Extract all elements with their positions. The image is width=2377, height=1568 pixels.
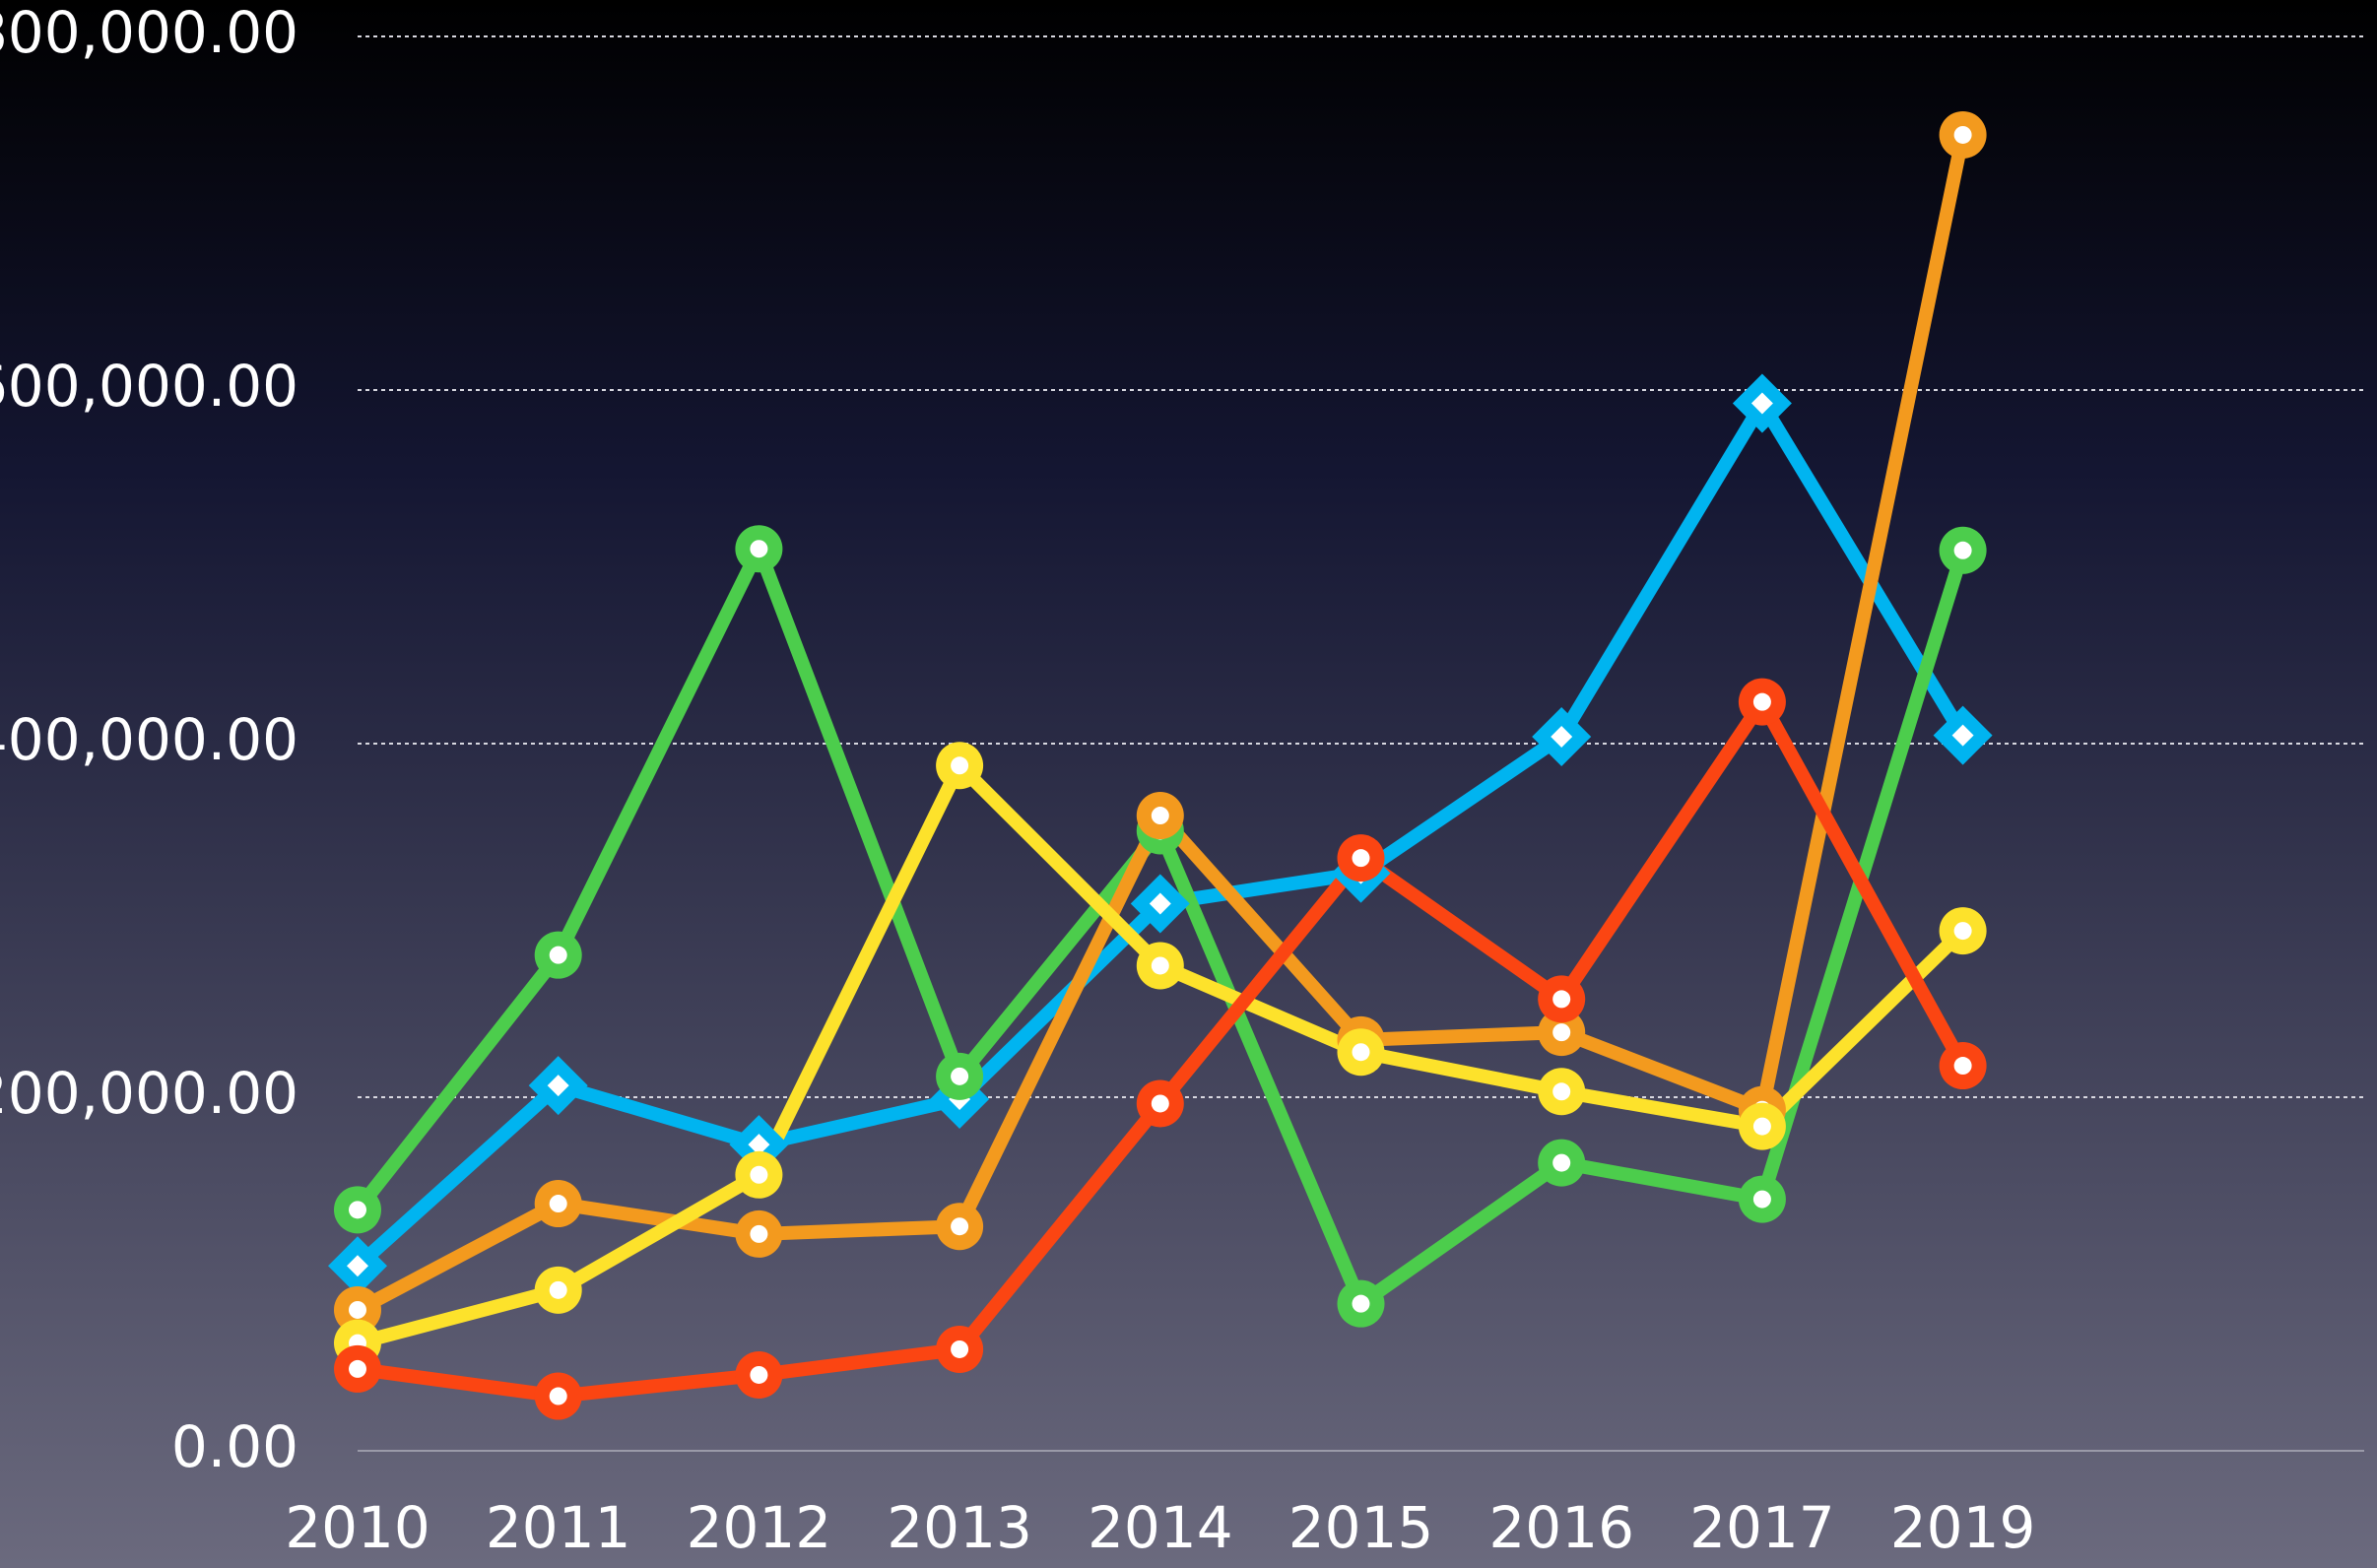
marker-center [748,1134,770,1156]
marker-center [1149,892,1171,915]
y-tick-label: 200,000.00 [0,1060,298,1127]
marker-center [1951,724,1974,747]
marker-center [1551,725,1573,748]
x-tick-label: 2017 [1689,1494,1835,1561]
marker-center [347,1255,368,1277]
marker-center [549,1195,567,1213]
y-tick-label: 0.00 [171,1413,298,1480]
marker-center [951,1339,969,1358]
marker-center [1352,849,1370,868]
marker-center [951,756,969,775]
marker-center [750,1165,768,1184]
marker-center [549,946,567,964]
y-tick-label: 800,000.00 [0,0,298,66]
marker-center [1953,541,1972,559]
marker-center [1552,1153,1571,1172]
marker-center [1752,1190,1771,1209]
marker-center [1953,125,1972,144]
marker-center [1953,1057,1972,1076]
x-tick-label: 2011 [486,1494,631,1561]
marker-center [1151,1094,1169,1113]
marker-center [1151,807,1169,825]
x-tick-label: 2016 [1488,1494,1634,1561]
marker-center [349,1201,366,1219]
x-tick-label: 2010 [285,1494,430,1561]
marker-center [1752,692,1771,711]
marker-center [549,1280,567,1299]
marker-center [547,1075,569,1097]
marker-center [349,1300,366,1319]
marker-center [1752,1117,1771,1136]
marker-center [750,1365,768,1384]
marker-center [1352,1043,1370,1062]
x-tick-label: 2015 [1288,1494,1434,1561]
marker-center [1750,392,1773,415]
marker-center [549,1387,567,1405]
marker-center [750,1224,768,1243]
marker-center [1552,1023,1571,1042]
marker-center [951,1217,969,1236]
marker-center [1953,922,1972,941]
marker-center [750,540,768,558]
x-tick-label: 2012 [687,1494,832,1561]
marker-center [1552,1082,1571,1101]
y-tick-label: 400,000.00 [0,706,298,773]
marker-center [1352,1294,1370,1313]
marker-center [951,1067,969,1085]
x-tick-label: 2014 [1088,1494,1233,1561]
marker-center [1552,990,1571,1009]
x-tick-label: 2013 [887,1494,1032,1561]
y-tick-label: 600,000.00 [0,353,298,420]
marker-center [349,1359,366,1378]
marker-center [1151,956,1169,975]
x-tick-label: 2019 [1890,1494,2036,1561]
